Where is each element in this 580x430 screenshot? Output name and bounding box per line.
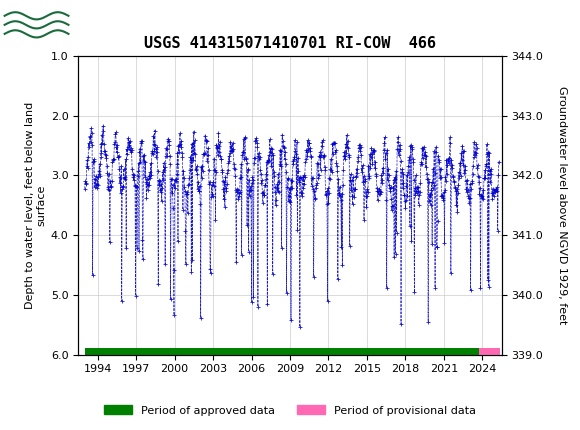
- Legend: Period of approved data, Period of provisional data: Period of approved data, Period of provi…: [100, 401, 480, 420]
- Y-axis label: Depth to water level, feet below land
surface: Depth to water level, feet below land su…: [25, 102, 46, 309]
- Y-axis label: Groundwater level above NGVD 1929, feet: Groundwater level above NGVD 1929, feet: [557, 86, 567, 325]
- Text: USGS: USGS: [75, 14, 130, 31]
- Bar: [85, 347, 478, 355]
- FancyBboxPatch shape: [3, 3, 70, 42]
- Title: USGS 414315071410701 RI-COW  466: USGS 414315071410701 RI-COW 466: [144, 36, 436, 51]
- Bar: [478, 347, 501, 355]
